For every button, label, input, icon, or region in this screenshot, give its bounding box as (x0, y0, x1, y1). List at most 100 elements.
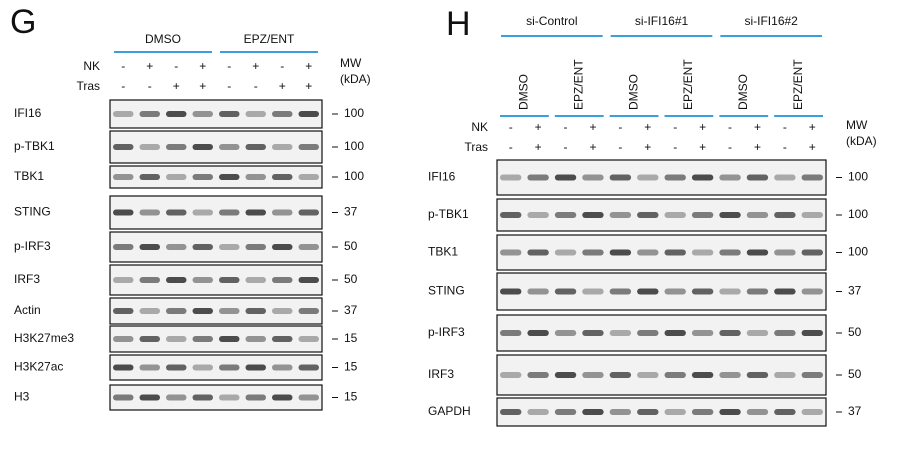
band (691, 409, 714, 415)
band (272, 111, 293, 117)
treatment-sign: - (728, 120, 732, 134)
band (691, 288, 714, 295)
group-label: si-IFI16#2 (744, 14, 798, 28)
band (664, 174, 686, 181)
condition-label: EPZ/ENT (791, 59, 805, 110)
condition-label: DMSO (626, 74, 640, 110)
blot-label: p-IRF3 (428, 325, 465, 339)
treatment-sign: + (199, 79, 206, 93)
band (527, 249, 549, 256)
band (166, 364, 187, 371)
band (500, 288, 522, 295)
panel-label: H (446, 5, 471, 43)
treatment-sign: - (564, 120, 568, 134)
panel-label: G (10, 3, 36, 41)
treatment-sign: - (227, 79, 231, 93)
band (664, 212, 686, 218)
band (298, 277, 319, 283)
band (192, 209, 213, 216)
mw-label: 15 (344, 390, 358, 404)
band (298, 308, 319, 314)
treatment-sign: + (699, 140, 706, 154)
treatment-sign: - (174, 59, 178, 73)
treatment-sign: - (509, 140, 513, 154)
band (637, 330, 659, 336)
band (801, 212, 823, 218)
band (192, 111, 213, 117)
mw-label: 100 (848, 170, 868, 184)
band (219, 394, 240, 401)
band (691, 330, 714, 336)
blot-label: STING (14, 205, 51, 219)
blot-label: Actin (14, 303, 41, 317)
band (245, 144, 266, 150)
band (801, 288, 823, 295)
blot-label: IRF3 (14, 272, 40, 286)
treatment-sign: + (305, 79, 312, 93)
mw-label: 50 (344, 239, 358, 253)
condition-label: DMSO (736, 74, 750, 110)
band (113, 336, 134, 342)
blot-label: p-TBK1 (428, 207, 469, 221)
band (298, 111, 319, 117)
band (609, 372, 632, 378)
band (691, 174, 714, 181)
band (245, 308, 266, 314)
band (192, 244, 213, 250)
band (500, 372, 522, 378)
mw-label: 37 (848, 404, 862, 418)
band (746, 249, 769, 256)
band (245, 209, 266, 216)
mw-header: MW (846, 118, 868, 132)
treatment-sign: - (121, 59, 125, 73)
band (139, 111, 160, 117)
treatment-sign: + (146, 59, 153, 73)
mw-header: MW (340, 56, 362, 70)
treatment-sign: + (305, 59, 312, 73)
mw-label: 100 (848, 245, 868, 259)
treatment-label: Tras (76, 79, 100, 93)
band (609, 249, 632, 256)
blot-label: TBK1 (428, 245, 458, 259)
blot-box (496, 314, 827, 352)
band (691, 249, 714, 256)
band (637, 409, 659, 415)
treatment-sign: + (589, 140, 596, 154)
blot-label: IFI16 (14, 106, 42, 120)
band (192, 174, 213, 180)
band (113, 244, 134, 250)
band (609, 409, 632, 415)
band (272, 174, 293, 180)
band (272, 364, 293, 371)
band (582, 212, 604, 218)
treatment-sign: + (173, 79, 180, 93)
band (527, 174, 549, 181)
band (719, 372, 741, 378)
treatment-label: NK (83, 59, 100, 73)
band (637, 249, 659, 256)
band (719, 212, 741, 218)
treatment-sign: - (783, 140, 787, 154)
blot-box (496, 234, 827, 271)
blot-label: IRF3 (428, 367, 454, 381)
treatment-sign: - (227, 59, 231, 73)
band (298, 336, 319, 342)
blot-label: GAPDH (428, 404, 471, 418)
band (192, 394, 213, 401)
band (500, 174, 522, 181)
band (500, 330, 522, 336)
band (139, 394, 160, 401)
band (298, 364, 319, 371)
blot-box (109, 130, 323, 164)
band (272, 144, 293, 150)
band (166, 244, 187, 250)
band (166, 174, 187, 180)
mw-label: 37 (344, 205, 358, 219)
band (801, 372, 823, 378)
band (746, 288, 769, 295)
band (192, 308, 213, 314)
band (500, 212, 522, 218)
group-label: si-Control (526, 14, 577, 28)
treatment-sign: + (754, 120, 761, 134)
